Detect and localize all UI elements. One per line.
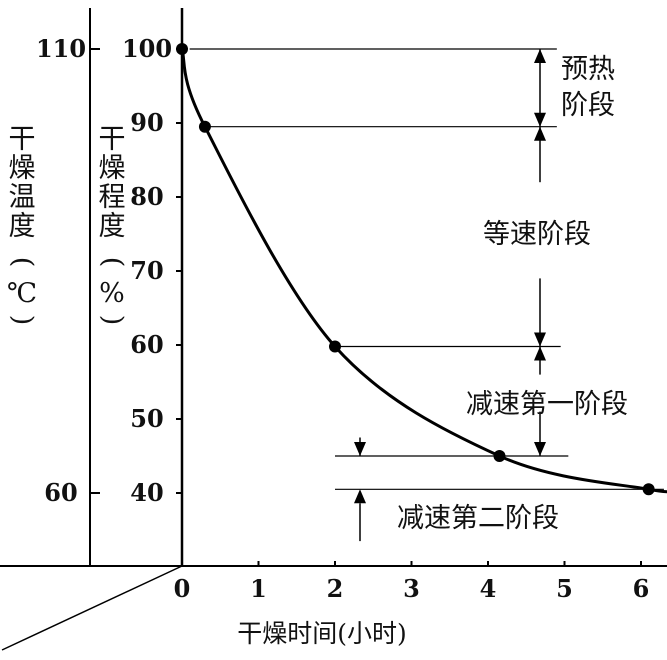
marks-layer <box>176 43 667 542</box>
y-tick-label: 60 <box>130 330 163 359</box>
y-tick-label: 40 <box>130 478 163 507</box>
temp-axis-label-unit: ℃ <box>7 278 37 309</box>
y-axis-label-char: 度 <box>99 211 126 242</box>
y-tick-label: 90 <box>130 108 163 137</box>
preheat-arrow-head-up <box>534 49 546 63</box>
y-tick-label: 100 <box>122 34 172 63</box>
axes-layer <box>0 8 667 651</box>
temp-axis-label-char: 燥 <box>9 153 36 184</box>
temp-axis-label-paren-open: ( <box>7 257 38 268</box>
x-tick-label: 6 <box>633 574 650 603</box>
data-point <box>176 43 188 55</box>
diagonal-line <box>1 565 183 651</box>
x-tick-label: 2 <box>327 574 344 603</box>
y-tick-label: 70 <box>130 256 163 285</box>
y-tick-label: 80 <box>130 182 163 211</box>
second-falling-arrow-head-down <box>354 442 366 456</box>
x-tick-label: 1 <box>250 574 267 603</box>
stage-label-constant-rate: 等速阶段 <box>483 219 591 250</box>
y-axis-label-paren-close: ) <box>97 315 128 326</box>
constant-rate-arrow-head-up <box>534 126 546 141</box>
stage-label-preheat: 预热 <box>561 54 615 85</box>
x-tick-label: 5 <box>556 574 573 603</box>
first-falling-arrow-head-down <box>534 442 546 456</box>
stage-label-second-falling: 减速第二阶段 <box>397 503 559 534</box>
x-axis-label: 干燥时间(小时) <box>237 619 407 648</box>
temp-axis-label-char: 干 <box>9 124 36 155</box>
preheat-arrow-head-down <box>534 112 546 127</box>
data-point <box>198 120 211 133</box>
y-tick-label: 50 <box>130 404 163 433</box>
y-axis-label-char: 干 <box>99 124 126 155</box>
y-axis-label-unit: % <box>99 278 125 309</box>
stage-label-preheat-2: 阶段 <box>561 90 615 121</box>
temp-axis-label-char: 度 <box>9 211 36 242</box>
data-point <box>329 340 341 353</box>
first-falling-arrow-head-up <box>534 346 546 361</box>
stage-label-first-falling: 减速第一阶段 <box>466 389 628 420</box>
second-falling-arrow-head-up <box>354 489 366 504</box>
y-axis-label-paren-open: ( <box>97 257 128 268</box>
temp-tick-label: 110 <box>36 34 86 63</box>
x-tick-label: 3 <box>403 574 420 603</box>
y-axis-label-char: 燥 <box>99 153 126 184</box>
y-axis-label-char: 程 <box>99 182 126 213</box>
constant-rate-arrow-head-down <box>534 332 546 347</box>
x-tick-label: 0 <box>174 574 191 603</box>
temp-tick-label: 60 <box>44 478 77 507</box>
temp-axis-label-char: 温 <box>9 182 36 213</box>
x-tick-label: 4 <box>480 574 497 603</box>
temp-axis-label-paren-close: ) <box>7 315 38 326</box>
